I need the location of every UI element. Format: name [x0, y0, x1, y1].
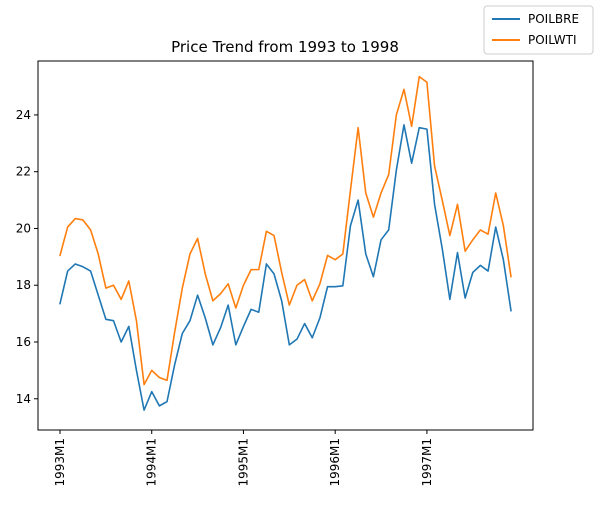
- chart-title: Price Trend from 1993 to 1998: [171, 38, 399, 56]
- series-lines: [59, 75, 512, 411]
- y-tick-label: 24: [16, 108, 31, 122]
- legend-label-poilwti: POILWTI: [528, 33, 577, 47]
- x-tick-label: 1993M1: [53, 438, 67, 487]
- y-tick-label: 20: [16, 221, 31, 235]
- x-tick-label: 1996M1: [328, 438, 342, 487]
- y-tick-label: 22: [16, 165, 31, 179]
- y-tick-label: 18: [16, 278, 31, 292]
- x-tick-label: 1997M1: [420, 438, 434, 487]
- x-tick-label: 1995M1: [236, 438, 250, 487]
- x-tick-label: 1994M1: [145, 438, 159, 487]
- series-line-poilwti: [59, 75, 512, 386]
- series-line-poilbre: [59, 124, 512, 411]
- y-axis: 14 16 18 20 22 24: [16, 108, 38, 406]
- y-tick-label: 16: [16, 335, 31, 349]
- plot-frame: [37, 60, 534, 431]
- legend-label-poilbre: POILBRE: [528, 12, 579, 26]
- x-axis: 1993M1 1994M1 1995M1 1996M1 1997M1: [53, 430, 434, 487]
- legend: POILBRE POILWTI: [483, 5, 594, 55]
- y-tick-label: 14: [16, 392, 31, 406]
